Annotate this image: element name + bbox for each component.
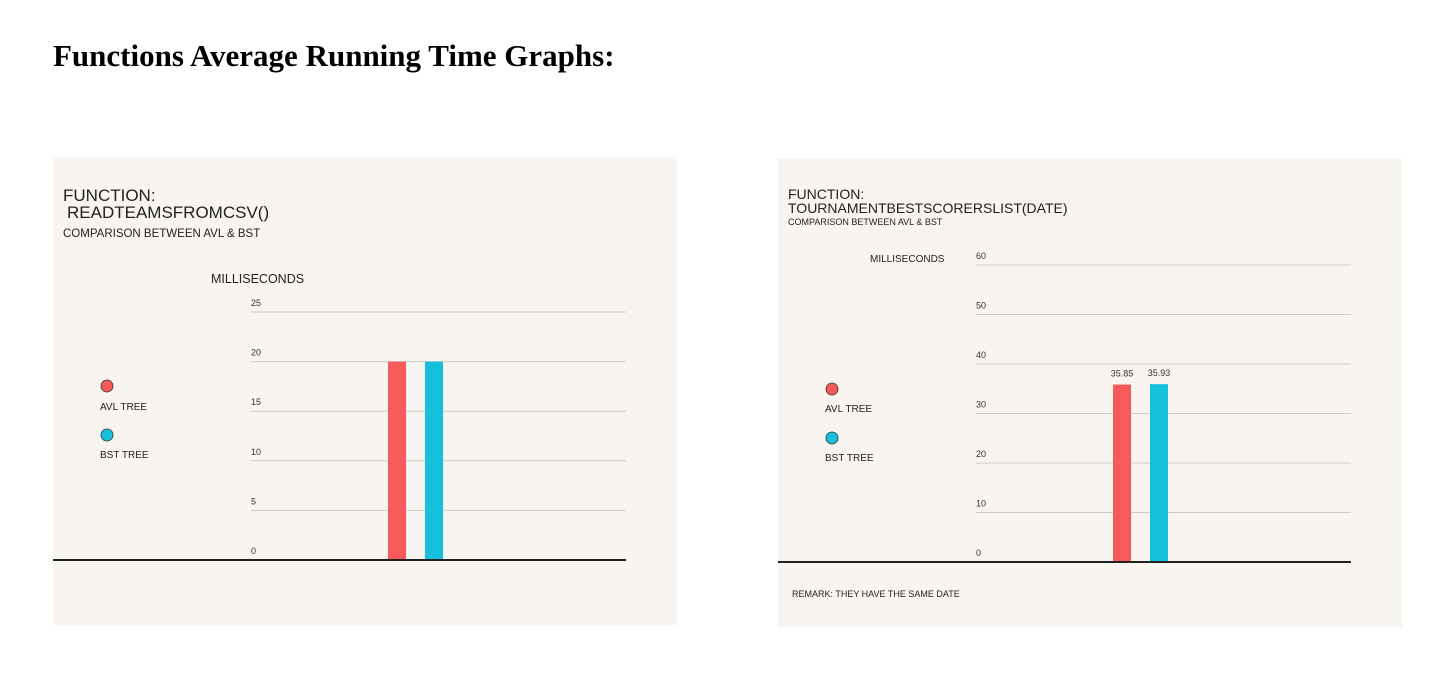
y-tick-label: 0 [976, 548, 981, 558]
legend-bst-marker [100, 428, 114, 442]
y-axis-label: MILLISECONDS [870, 254, 945, 265]
chart-readteams: FUNCTION: READTEAMSFROMCSV() COMPARISON … [53, 186, 626, 561]
plot-area: 0 10 20 30 40 50 60 35.85 35.93 [778, 251, 1351, 563]
legend: AVL TREE BST TREE [100, 379, 149, 461]
chart-title-line2: TOURNAMENTBESTSCORERSLIST(DATE) [788, 200, 1068, 216]
data-label: 35.85 [1111, 369, 1134, 379]
legend-bst-label: BST TREE [100, 450, 149, 461]
y-tick-label: 5 [251, 496, 256, 506]
chart-title-line1: FUNCTION: [788, 186, 864, 202]
y-tick-label: 20 [976, 449, 986, 459]
legend: AVL TREE BST TREE [825, 382, 874, 464]
legend-avl-marker [100, 379, 114, 393]
y-tick-label: 60 [976, 251, 986, 261]
y-tick-label: 30 [976, 400, 986, 410]
legend-bst-label: BST TREE [825, 453, 874, 464]
legend-bst-marker [825, 431, 839, 445]
chart-panel-readteams: FUNCTION: READTEAMSFROMCSV() COMPARISON … [53, 157, 677, 625]
bar-bst-tree [1150, 384, 1168, 562]
chart-subtitle: COMPARISON BETWEEN AVL & BST [788, 217, 943, 227]
y-tick-label: 10 [976, 499, 986, 509]
bar-avl-tree [1113, 384, 1131, 562]
y-tick-label: 10 [251, 447, 261, 457]
chart-panel-bestscorers: FUNCTION: TOURNAMENTBESTSCORERSLIST(DATE… [778, 159, 1402, 627]
chart-subtitle: COMPARISON BETWEEN AVL & BST [63, 228, 260, 240]
y-tick-label: 50 [976, 301, 986, 311]
page-title: Functions Average Running Time Graphs: [53, 38, 615, 73]
y-tick-label: 0 [251, 546, 256, 556]
chart-bestscorers: FUNCTION: TOURNAMENTBESTSCORERSLIST(DATE… [778, 186, 1351, 599]
chart-title-line1: FUNCTION: [63, 186, 156, 205]
y-tick-label: 40 [976, 350, 986, 360]
legend-avl-label: AVL TREE [100, 402, 147, 413]
data-label: 35.93 [1148, 368, 1171, 378]
y-tick-label: 25 [251, 298, 261, 308]
chart-title-line2: READTEAMSFROMCSV() [67, 203, 269, 222]
plot-area: 0 5 10 15 20 25 [53, 298, 626, 561]
legend-avl-marker [825, 382, 839, 396]
legend-avl-label: AVL TREE [825, 404, 872, 415]
bar-avl-tree [388, 361, 406, 560]
chart-remark: REMARK: THEY HAVE THE SAME DATE [792, 589, 960, 599]
y-axis-label: MILLISECONDS [211, 272, 304, 286]
y-tick-label: 15 [251, 397, 261, 407]
y-tick-label: 20 [251, 348, 261, 358]
bar-bst-tree [425, 361, 443, 560]
